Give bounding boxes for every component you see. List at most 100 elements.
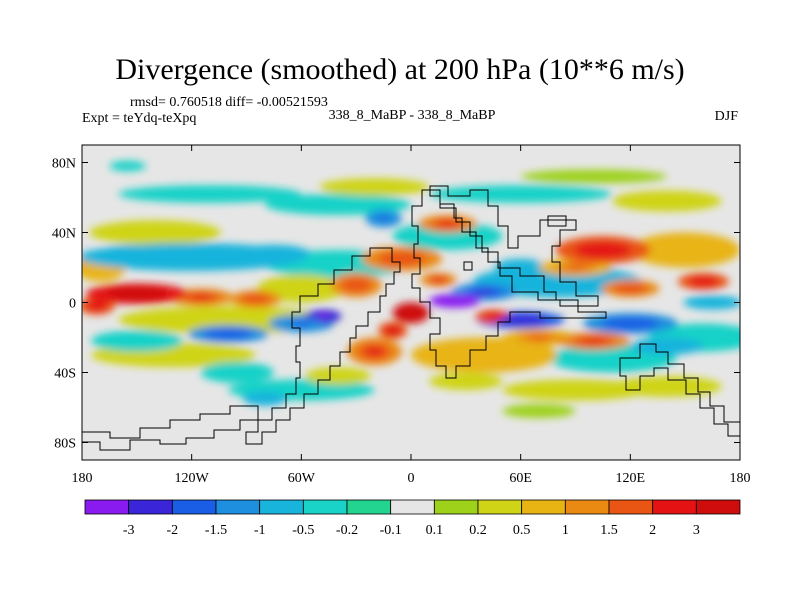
chart-title: Divergence (smoothed) at 200 hPa (10**6 … [115,53,685,86]
divergence-cell [429,185,613,203]
divergence-core [216,331,241,337]
divergence-core [366,347,383,356]
x-tick-label: 60W [288,471,316,486]
x-tick-label: 180 [730,471,751,486]
divergence-core [564,264,587,271]
divergence-core [190,294,211,300]
divergence-core [291,320,312,327]
colorbar-label: -0.1 [380,523,402,538]
eurasia-outline [429,185,599,307]
divergence-cell [612,190,722,212]
divergence-core [432,277,444,282]
colorbar-label: -0.2 [336,523,358,538]
divergence-cell [304,367,371,385]
colorbar-swatch [128,499,173,515]
divergence-core [378,215,390,222]
x-tick-label: 0 [408,471,415,486]
x-tick-label: 120W [175,471,210,486]
x-tick-label: 180 [72,471,93,486]
divergence-cell [109,160,146,172]
africa-outline [411,189,607,379]
colorbar-label: 3 [693,523,700,538]
divergence-core [438,221,457,227]
divergence-cell [319,178,430,196]
divergence-cell [257,274,346,303]
colorbar-label: 1.5 [600,523,618,538]
divergence-core [247,296,264,302]
divergence-cell [242,391,287,406]
divergence-cell [495,258,547,277]
comparison-label: 338_8_MaBP - 338_8_MaBP [328,108,496,123]
colorbar-swatch [171,499,217,515]
axes: 180 120W 60W 0 60E 120E 180 80N 40N 0 40S 80S [52,145,751,486]
colorbar-swatch [608,499,654,515]
divergence-core [695,278,712,285]
island-outline-1 [547,215,567,227]
experiment-label: Expt = teYdq-teXpq [82,111,197,126]
colorbar-swatch [564,499,610,515]
divergence-core [487,314,499,319]
y-tick-label: 40S [54,367,76,382]
australia-outline [619,343,740,437]
divergence-cell [502,379,649,401]
divergence-cell [502,404,576,418]
divergence-core [582,338,605,344]
colorbar-label: 0.5 [513,523,531,538]
divergence-core [405,309,417,317]
divergence-cell [630,232,740,268]
colorbar: -3 -2 -1.5 -1 -0.5 -0.2 -0.1 0.1 0.2 0.5 1 1.5 2 3 [84,499,741,538]
colorbar-swatch [346,499,392,515]
season-label: DJF [714,109,738,124]
divergence-core [507,317,534,323]
x-tick-label: 120E [616,471,646,486]
divergence-core [474,289,494,295]
colorbar-label: 2 [649,523,656,538]
colorbar-swatch [695,499,741,515]
divergence-core [317,314,329,319]
divergence-cell [89,220,221,245]
colorbar-swatch [477,499,523,515]
divergence-cell [200,362,274,383]
colorbar-label: 0.2 [469,523,487,538]
divergence-core [121,290,153,297]
colorbar-swatch [259,499,304,515]
antarctica-outline [82,405,259,451]
divergence-core [348,281,364,289]
colorbar-label: -2 [166,523,178,538]
divergence-cell [237,244,311,263]
divergence-cell [630,337,704,355]
colorbar-label: 1 [562,523,569,538]
divergence-cell [392,222,503,250]
colorbar-swatch [390,499,435,515]
continent-outlines [82,185,740,451]
divergence-cell [520,169,667,184]
colorbar-label: -3 [123,523,135,538]
divergence-cell [683,295,740,310]
colorbar-swatch [521,499,566,515]
divergence-core [91,303,103,309]
divergence-core [527,334,550,341]
colorbar-label: -1 [254,523,266,538]
divergence-cell [118,185,302,203]
island-outline-2 [463,261,473,271]
stats-label: rmsd= 0.760518 diff= -0.00521593 [130,95,328,110]
colorbar-swatch [215,499,261,515]
y-tick-label: 0 [69,297,76,312]
divergence-cell [264,194,411,215]
map-field [82,145,740,460]
colorbar-label: -0.5 [292,523,314,538]
divergence-cell [429,372,503,390]
colorbar-swatch [652,499,697,515]
divergence-contours [82,160,740,418]
y-tick-label: 40N [52,227,76,242]
south-america-outline [245,247,401,445]
divergence-core [588,245,618,255]
divergence-core [616,320,645,327]
divergence-cell [411,337,558,373]
divergence-core [447,298,463,303]
y-tick-label: 80S [54,437,76,452]
y-tick-label: 80N [52,157,76,172]
x-tick-label: 60E [509,471,532,486]
colorbar-swatch [302,499,348,515]
